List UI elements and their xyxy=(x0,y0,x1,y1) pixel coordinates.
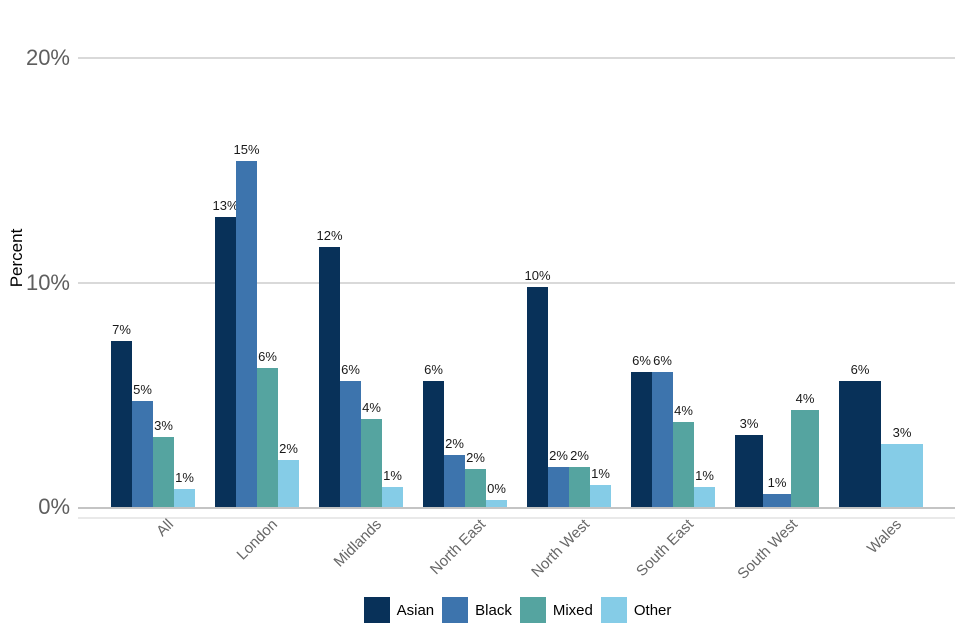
bar-black-south-west[interactable] xyxy=(763,493,791,507)
legend-label-black: Black xyxy=(475,601,512,619)
bar-asian-north-west[interactable] xyxy=(527,286,548,507)
bar-other-all[interactable] xyxy=(174,489,195,507)
bar-value-label-mixed-london: 6% xyxy=(258,348,277,364)
bar-value-label-asian-all: 7% xyxy=(112,321,131,337)
bar-value-label-asian-south-west: 3% xyxy=(739,416,759,432)
legend-swatch-black-icon xyxy=(442,597,469,623)
legend-swatch-asian-icon xyxy=(363,597,390,623)
bar-asian-north-east[interactable] xyxy=(423,381,444,507)
bar-asian-all[interactable] xyxy=(111,340,132,507)
y-tick-label-10-: 10% xyxy=(25,269,70,295)
bar-value-label-black-south-east: 6% xyxy=(653,353,672,369)
chart-legend: Asian Black Mixed Other xyxy=(80,595,955,625)
bar-value-label-black-north-east: 2% xyxy=(445,436,464,452)
bar-black-north-west[interactable] xyxy=(548,466,569,507)
bar-value-label-other-london: 2% xyxy=(279,440,298,456)
legend-item-other[interactable]: Other xyxy=(600,597,672,623)
bar-other-wales[interactable] xyxy=(881,444,923,507)
bar-value-label-other-north-east: 0% xyxy=(487,481,506,497)
bar-black-all[interactable] xyxy=(132,401,153,507)
bar-value-label-mixed-south-east: 4% xyxy=(674,402,693,418)
bar-mixed-south-east[interactable] xyxy=(673,421,694,507)
bar-other-london[interactable] xyxy=(278,459,299,507)
bar-black-south-east[interactable] xyxy=(652,372,673,507)
bar-value-label-black-south-west: 1% xyxy=(767,474,787,490)
bar-value-label-mixed-all: 3% xyxy=(154,418,173,434)
legend-item-asian[interactable]: Asian xyxy=(363,597,435,623)
bar-value-label-black-midlands: 6% xyxy=(341,362,360,378)
bar-mixed-north-west[interactable] xyxy=(569,466,590,507)
bar-value-label-black-all: 5% xyxy=(133,382,152,398)
legend-label-asian: Asian xyxy=(396,601,435,619)
legend-swatch-other-icon xyxy=(600,597,627,623)
bar-value-label-other-south-east: 1% xyxy=(695,467,714,483)
bar-mixed-north-east[interactable] xyxy=(465,468,486,507)
x-axis-line xyxy=(78,507,955,509)
bar-other-north-west[interactable] xyxy=(590,484,611,507)
legend-swatch-mixed-icon xyxy=(519,597,546,623)
bar-value-label-asian-north-east: 6% xyxy=(424,362,443,378)
bar-asian-london[interactable] xyxy=(215,217,236,507)
x-axis-secondary-line xyxy=(78,517,955,519)
bar-value-label-other-all: 1% xyxy=(175,470,194,486)
bar-value-label-mixed-north-east: 2% xyxy=(466,449,485,465)
bar-asian-south-west[interactable] xyxy=(735,435,763,507)
bar-asian-south-east[interactable] xyxy=(631,372,652,507)
bar-value-label-asian-north-west: 10% xyxy=(524,267,551,283)
gridline-10- xyxy=(78,281,955,284)
bar-value-label-black-north-west: 2% xyxy=(549,447,568,463)
bar-black-london[interactable] xyxy=(236,161,257,507)
bar-value-label-black-london: 15% xyxy=(233,142,260,158)
legend-item-black[interactable]: Black xyxy=(442,597,512,623)
bar-black-midlands[interactable] xyxy=(340,381,361,507)
bar-asian-midlands[interactable] xyxy=(319,246,340,507)
y-tick-label-20-: 20% xyxy=(25,45,70,70)
gridline-20- xyxy=(78,57,955,59)
bar-other-midlands[interactable] xyxy=(382,486,403,507)
legend-item-mixed[interactable]: Mixed xyxy=(519,597,593,623)
bar-other-north-east[interactable] xyxy=(486,500,507,507)
bar-black-north-east[interactable] xyxy=(444,455,465,507)
bar-value-label-mixed-midlands: 4% xyxy=(362,400,381,416)
bar-value-label-other-midlands: 1% xyxy=(383,467,402,483)
bar-mixed-south-west[interactable] xyxy=(791,410,819,507)
bar-mixed-all[interactable] xyxy=(153,437,174,507)
bar-value-label-mixed-north-west: 2% xyxy=(570,447,589,463)
bar-value-label-other-north-west: 1% xyxy=(591,465,610,481)
bar-asian-wales[interactable] xyxy=(839,381,881,507)
bar-value-label-other-wales: 3% xyxy=(892,425,912,441)
bar-value-label-asian-south-east: 6% xyxy=(632,353,651,369)
bar-value-label-asian-wales: 6% xyxy=(850,362,870,378)
legend-label-other: Other xyxy=(633,601,672,619)
bar-value-label-asian-london: 13% xyxy=(212,198,239,214)
bar-value-label-mixed-south-west: 4% xyxy=(795,391,815,407)
y-tick-label-0-: 0% xyxy=(38,494,70,519)
bar-other-south-east[interactable] xyxy=(694,486,715,507)
bar-value-label-asian-midlands: 12% xyxy=(316,227,343,243)
bar-mixed-london[interactable] xyxy=(257,367,278,507)
bar-mixed-midlands[interactable] xyxy=(361,419,382,507)
legend-label-mixed: Mixed xyxy=(552,601,593,619)
